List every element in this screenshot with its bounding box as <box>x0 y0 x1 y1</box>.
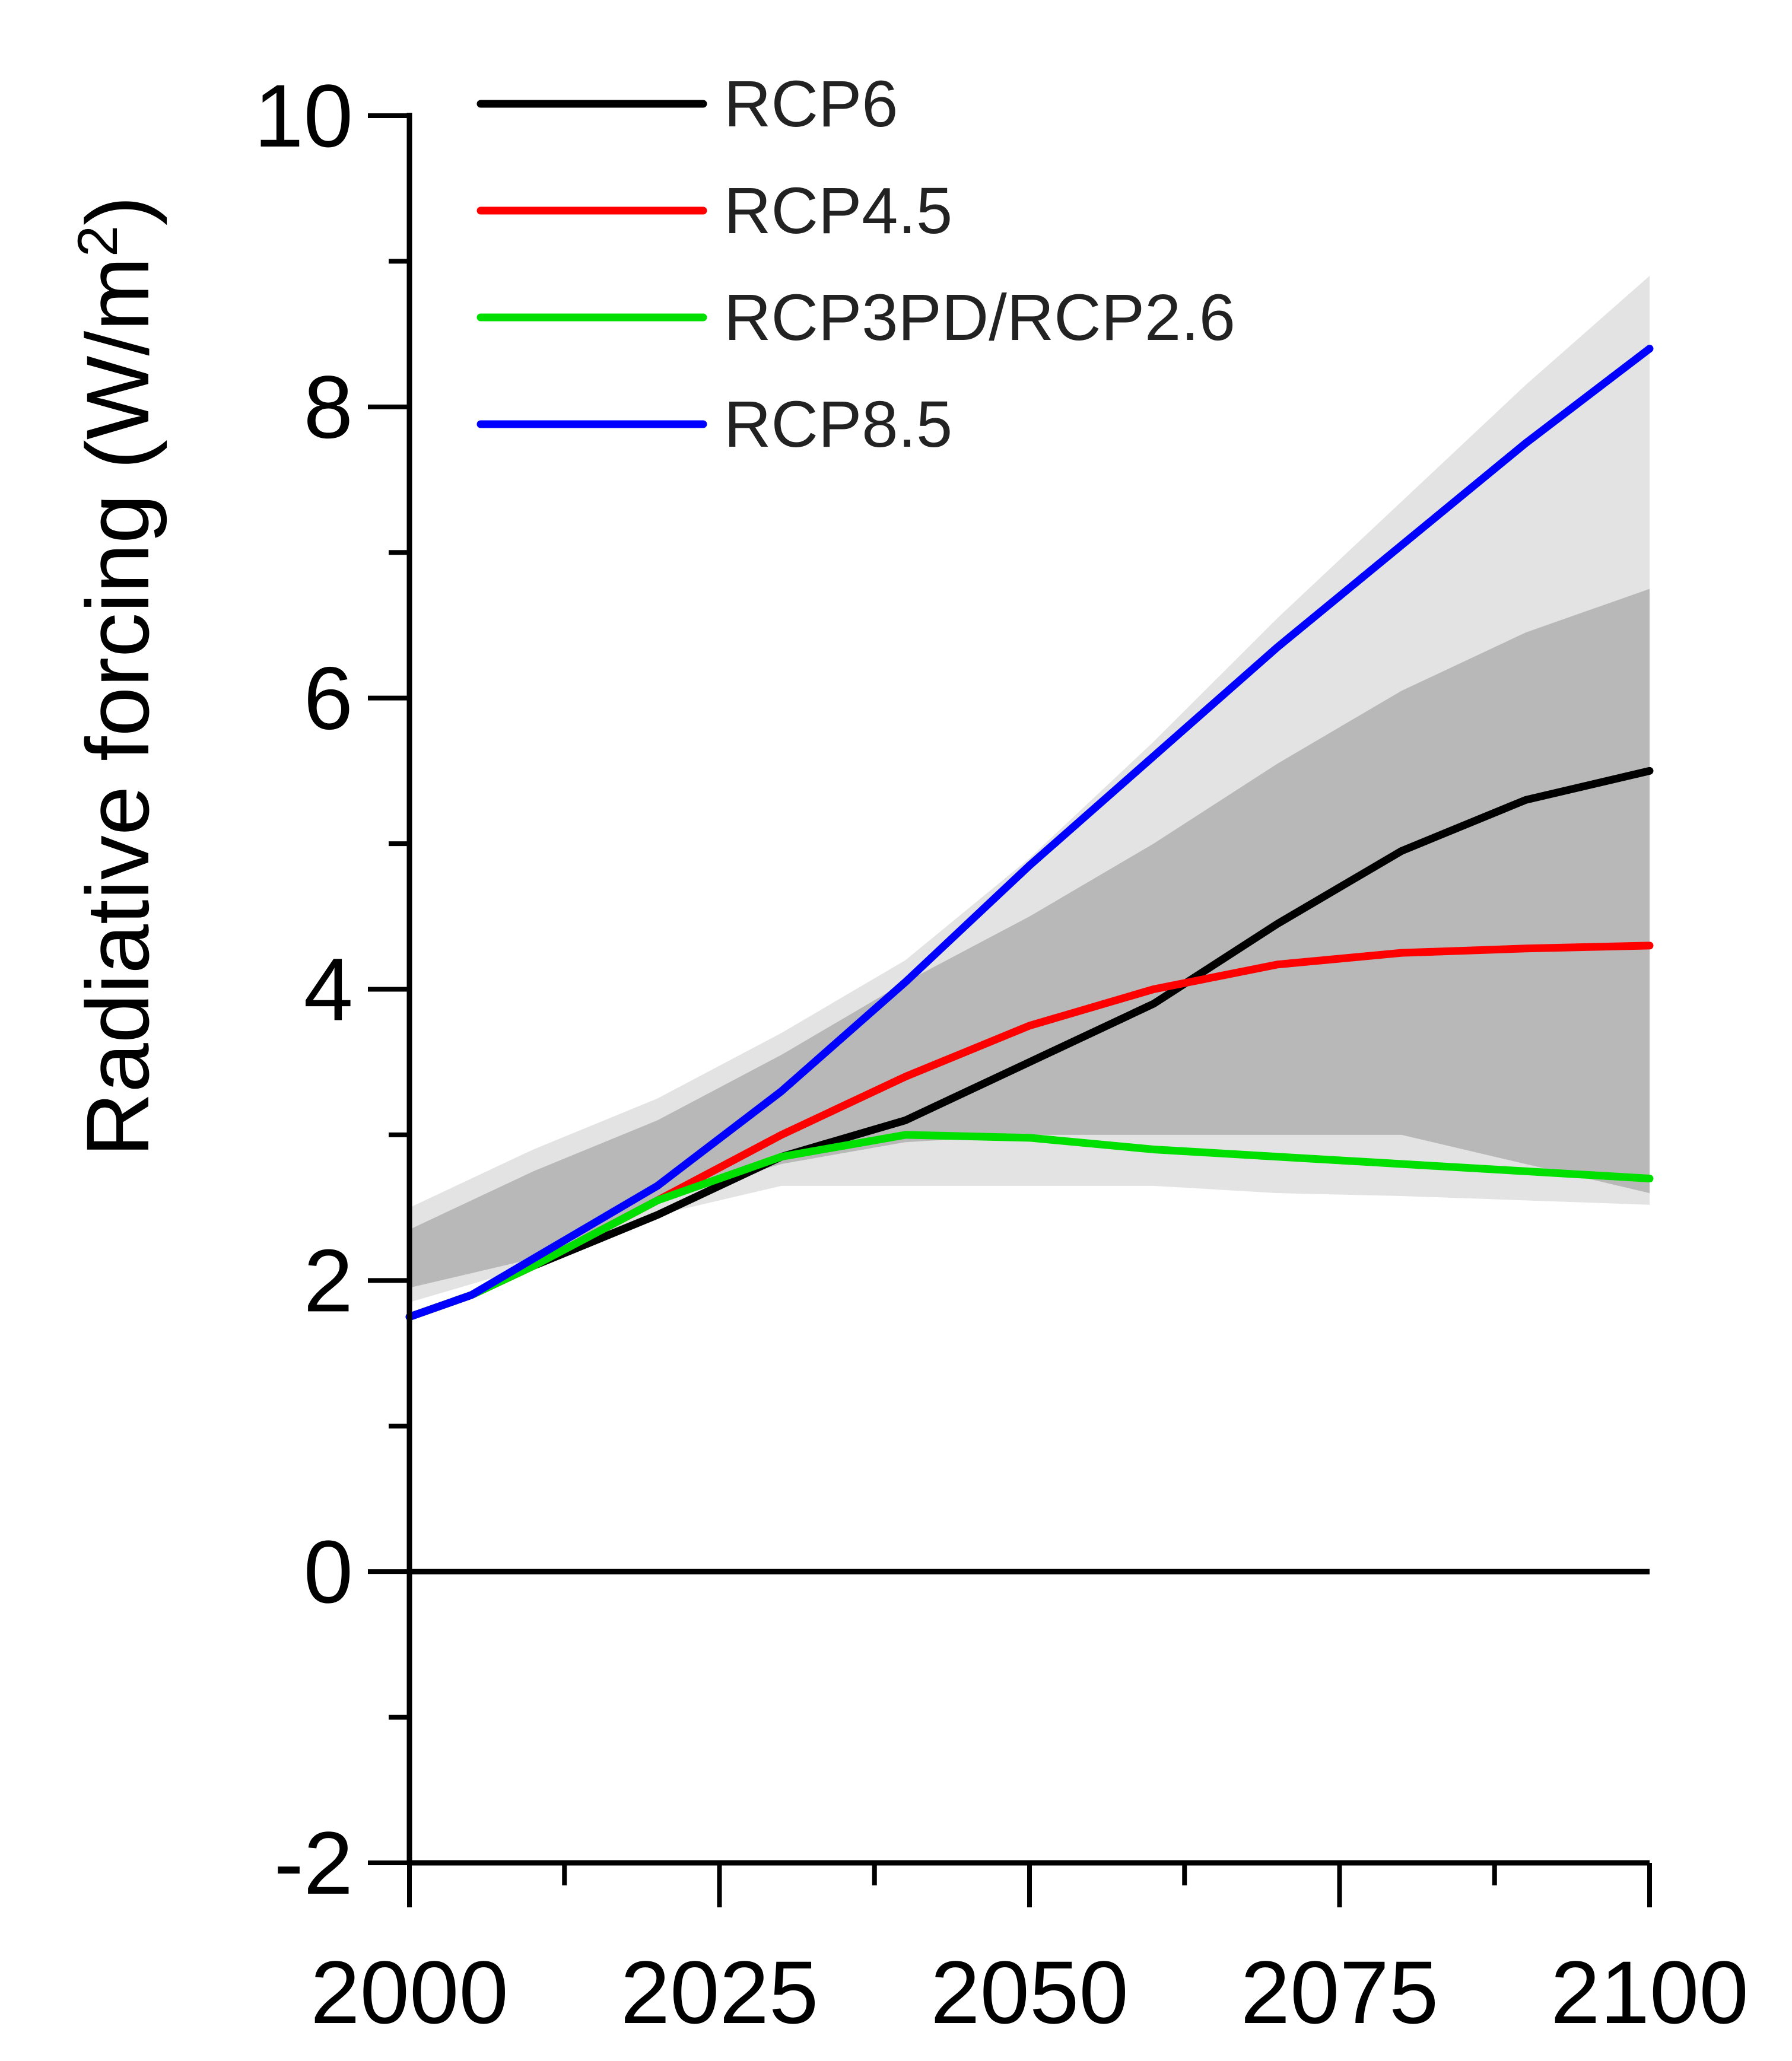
y-tick-label: 8 <box>304 357 353 457</box>
y-tick-label: 10 <box>254 66 353 166</box>
y-tick-label: 6 <box>304 648 353 748</box>
x-tick-label: 2100 <box>1550 1942 1749 2042</box>
uncertainty-bands <box>409 275 1650 1303</box>
series-lines <box>405 345 1654 1321</box>
axes: -2 0 2 4 6 8 10 2000 2025 2050 2075 2100 <box>254 66 1749 2042</box>
x-tick-label: 2000 <box>310 1942 509 2042</box>
series-line-rcp8-5 <box>405 345 1654 1321</box>
legend-label-rcp4-5: RCP4.5 <box>724 174 952 247</box>
band-inner <box>409 589 1650 1288</box>
legend: RCP6 RCP4.5 RCP3PD/RCP2.6 RCP8.5 <box>476 68 1235 461</box>
y-tick-label: 2 <box>304 1230 353 1330</box>
x-tick-label: 2025 <box>621 1942 819 2042</box>
y-axis-title-text: Radiative forcing (W/m <box>68 257 167 1157</box>
series-line-rcp3pd-rcp2-6 <box>405 1131 1654 1321</box>
y-axis-title-superscript: 2 <box>66 225 129 257</box>
legend-label-rcp8-5: RCP8.5 <box>724 388 952 461</box>
legend-label-rcp6: RCP6 <box>724 68 898 141</box>
y-tick-label: 0 <box>304 1522 353 1621</box>
y-axis-title: Radiative forcing (W/m2) <box>66 196 167 1157</box>
legend-label-rcp3pd-rcp2-6: RCP3PD/RCP2.6 <box>724 281 1235 354</box>
y-tick-label: 4 <box>304 940 353 1039</box>
x-tick-label: 2050 <box>930 1942 1129 2042</box>
y-axis-title-close: ) <box>68 196 167 225</box>
y-tick-label: -2 <box>274 1813 353 1913</box>
x-tick-label: 2075 <box>1241 1942 1439 2042</box>
